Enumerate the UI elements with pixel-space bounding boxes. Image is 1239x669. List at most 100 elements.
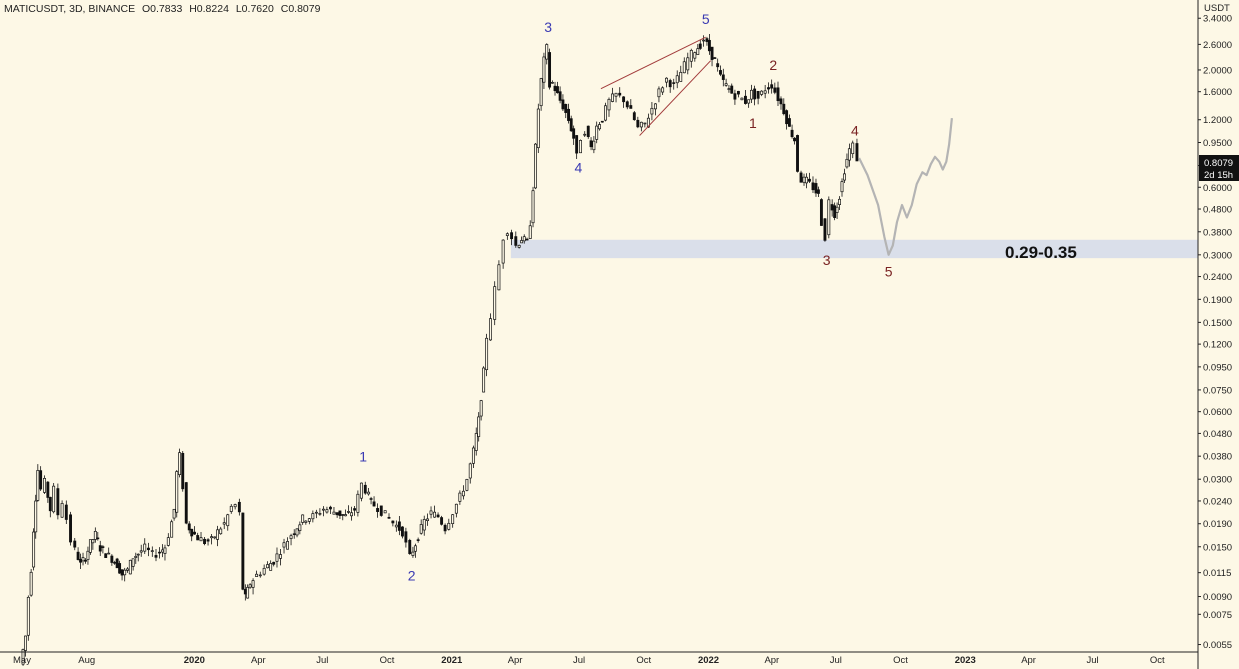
candle-body (93, 531, 97, 540)
candle-body (187, 523, 191, 531)
candle-body (534, 143, 537, 189)
candle-body (579, 140, 582, 154)
candle-body (372, 501, 376, 507)
candle-body (451, 514, 455, 524)
candle-body (213, 536, 217, 539)
price-tick-label: 0.4800 (1203, 205, 1232, 216)
candle-body (531, 190, 535, 224)
candle-body (843, 173, 846, 181)
candle-body (583, 133, 587, 136)
projection-layer (858, 117, 953, 256)
candle-body (510, 232, 514, 240)
candle-body (733, 93, 737, 100)
candle-body (727, 88, 731, 90)
candle-body (672, 82, 676, 84)
price-tick-label: 0.0300 (1203, 475, 1232, 486)
candle-body (646, 117, 650, 128)
candle-body (376, 508, 380, 512)
candle-body (216, 529, 219, 540)
candle-body (517, 244, 521, 248)
candle-body (172, 508, 176, 519)
candle-body (814, 183, 818, 194)
candle-body (799, 172, 803, 183)
candle-body (840, 181, 844, 193)
candle-body (411, 551, 415, 556)
symbol-label[interactable]: MATICUSDT, 3D, BINANCE (4, 3, 136, 15)
candle-body (419, 524, 423, 534)
candle-body (318, 513, 322, 515)
last-price-value: 0.8079 (1204, 158, 1233, 169)
candle-body (730, 85, 734, 94)
candle-body (753, 88, 757, 100)
candle-body (84, 559, 87, 562)
candle-body (679, 71, 683, 82)
candle-body (693, 52, 697, 59)
price-tick-label: 0.0055 (1203, 640, 1232, 651)
candle-body (592, 140, 596, 151)
candle-body (724, 83, 728, 86)
candle-body (702, 39, 706, 42)
candle-body (193, 531, 196, 535)
wave-label-impulse-1: 1 (359, 448, 367, 464)
candle-body (325, 509, 329, 513)
candle-body (625, 101, 629, 108)
wave-label-impulse-5: 5 (702, 11, 710, 27)
candle-body (497, 264, 501, 291)
candle-body (763, 90, 767, 94)
candle-body (436, 514, 440, 518)
wave-label-layer: 1 2 3 4 5 1 2 3 4 5 (359, 11, 892, 583)
candle-body (422, 519, 426, 531)
low-value: L0.7620 (235, 3, 274, 15)
candle-body (307, 518, 311, 522)
candle-body (237, 501, 241, 513)
candle-body (344, 514, 348, 517)
candle-body (447, 522, 451, 530)
candle-body (219, 528, 223, 535)
candle-body (851, 142, 855, 155)
candle-body (233, 504, 237, 508)
candle-body (539, 78, 543, 107)
wave-label-impulse-4: 4 (575, 159, 583, 175)
candle-body (847, 148, 851, 161)
candle-body (69, 514, 72, 543)
time-tick-label: Jul (573, 655, 585, 666)
candle-body (161, 549, 164, 553)
candle-body (575, 135, 579, 154)
candle-body (819, 199, 823, 226)
candle-body (595, 125, 599, 140)
candle-body (379, 505, 383, 516)
candle-body (229, 505, 233, 512)
candle-body (110, 555, 114, 563)
candle-body (98, 545, 102, 552)
last-price-badge (1199, 155, 1239, 181)
candle-body (43, 477, 46, 493)
candle-body (440, 517, 444, 525)
projected-path (858, 117, 953, 256)
candle-body (262, 567, 266, 575)
candle-body (286, 541, 289, 550)
candle-body (689, 49, 693, 62)
price-tick-label: 0.0480 (1203, 429, 1232, 440)
price-tick-label: 0.6000 (1203, 183, 1232, 194)
candle-body (598, 124, 601, 130)
candle-body (328, 506, 332, 510)
candle-body (34, 500, 38, 533)
candle-body (101, 546, 105, 548)
price-tick-label: 2.0000 (1203, 65, 1232, 76)
price-tick-label: 0.1900 (1203, 295, 1232, 306)
candle-body (367, 491, 371, 495)
time-tick-label: Jul (830, 655, 842, 666)
candle-body (394, 524, 398, 528)
open-value: O0.7833 (142, 3, 183, 15)
candle-body (123, 569, 127, 576)
candle-body (465, 479, 469, 491)
candle-body (196, 535, 200, 541)
candle-body (413, 545, 417, 552)
candle-body (501, 239, 505, 264)
candle-body (298, 524, 302, 531)
candle-body (104, 553, 108, 558)
candle-body (241, 512, 245, 590)
